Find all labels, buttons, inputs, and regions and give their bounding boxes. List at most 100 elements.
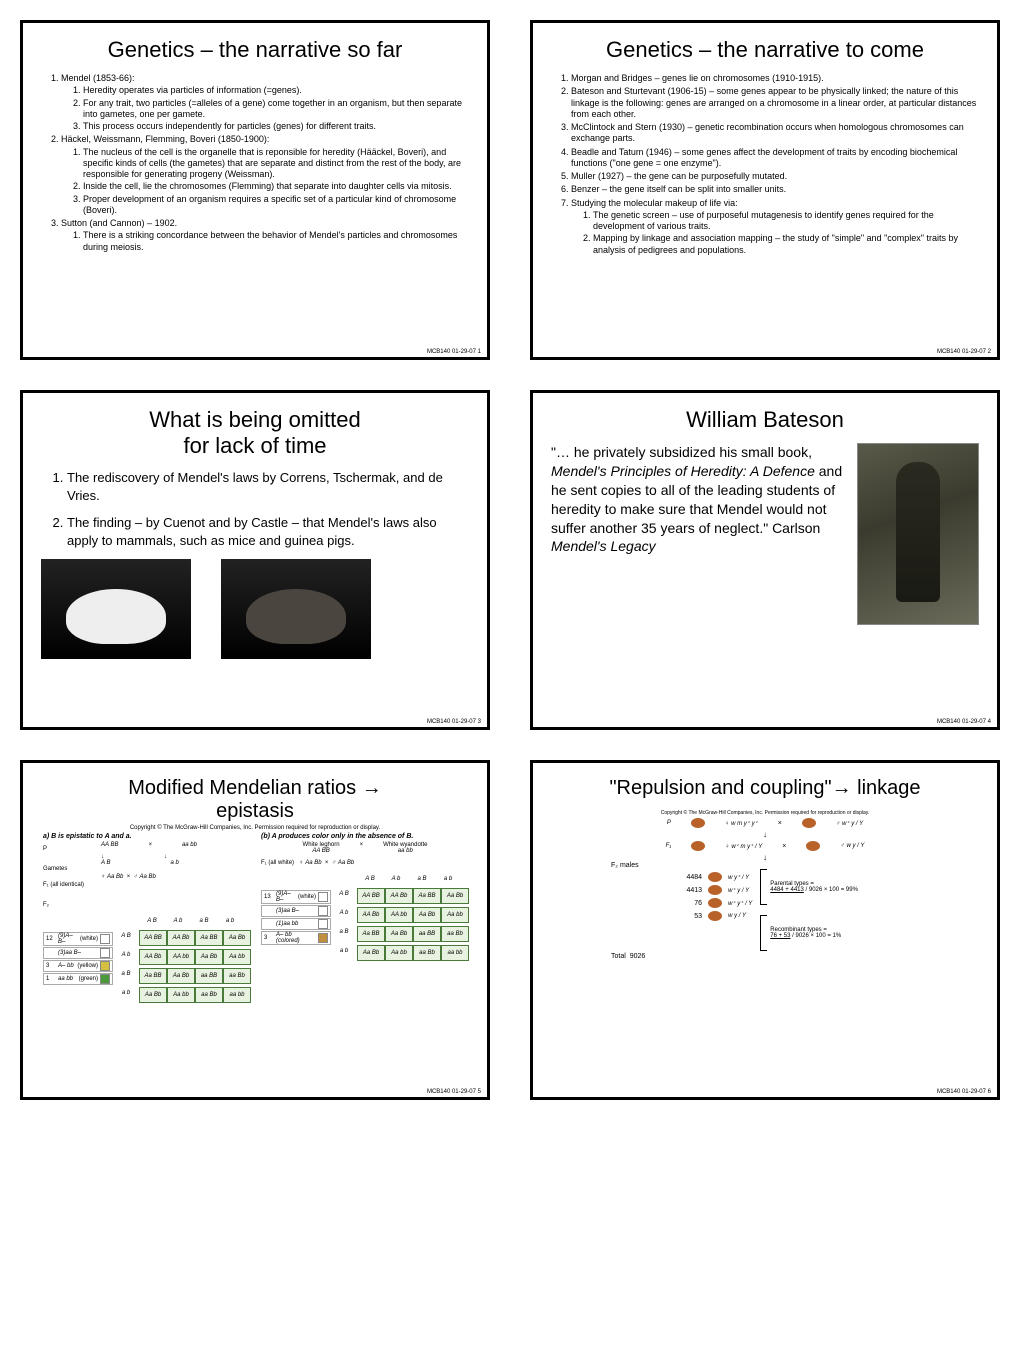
- label-p: P: [43, 846, 93, 852]
- label-f1: F₁: [666, 843, 672, 849]
- label-f1: F₁ (all white): [261, 860, 294, 866]
- punnett-cell: Aa Bb: [223, 930, 251, 946]
- punnett-row-header: A B: [113, 930, 139, 942]
- slide-content: The rediscovery of Mendel's laws by Corr…: [41, 469, 469, 549]
- f2-results: 4484w y⁺ / Y 4413w⁺ y / Y 76w⁺ y⁺ / Y 53w y…: [672, 869, 752, 924]
- punnett-cell: aa bb: [441, 945, 469, 961]
- slide-epistasis: Modified Mendelian ratios → epistasis Co…: [20, 760, 490, 1100]
- punnett-cell: Aa BB: [195, 930, 223, 946]
- legend-a: 12(9)A– B–(white)(3)aa B–3A– bb(yellow)1…: [43, 932, 113, 1003]
- dark-guinea-pig-image: [221, 559, 371, 659]
- list-item: Bateson and Sturtevant (1906-15) – some …: [571, 86, 979, 120]
- genotype: ♂ w y / Y: [840, 843, 864, 849]
- bateson-portrait-image: [857, 443, 979, 625]
- punnett-cell: Aa bb: [385, 945, 413, 961]
- punnett-cell: AA bb: [167, 949, 195, 965]
- list-item: McClintock and Stern (1930) – genetic re…: [571, 122, 979, 145]
- punnett-cell: aa BB: [413, 926, 441, 942]
- punnett-cell: Aa Bb: [139, 987, 167, 1003]
- quote-text: "… he privately subsidized his small boo…: [551, 443, 847, 625]
- fly-icon: [691, 818, 705, 828]
- slide-narrative-so-far: Genetics – the narrative so far Mendel (…: [20, 20, 490, 360]
- punnett-row-header: A b: [331, 907, 357, 919]
- punnett-cell: AA Bb: [139, 949, 167, 965]
- genotype: ♀ w⁺ m y⁺ / Y: [725, 843, 762, 850]
- list-item: Mendel (1853-66):Heredity operates via p…: [61, 73, 469, 132]
- list-sub-item: Heredity operates via particles of infor…: [83, 85, 469, 96]
- genotype: aa bb: [383, 848, 427, 854]
- legend-row: 13(9)A– B–(white): [261, 890, 331, 904]
- list-item: Sutton (and Cannon) – 1902.There is a st…: [61, 218, 469, 253]
- punnett-cell: aa Bb: [413, 945, 441, 961]
- punnett-cell: aa bb: [223, 987, 251, 1003]
- slide-title: Modified Mendelian ratios → epistasis: [41, 777, 469, 823]
- panel-b-caption: (b) A produces color only in the absence…: [261, 833, 469, 840]
- punnett-row-header: a B: [331, 926, 357, 938]
- legend-row: 12(9)A– B–(white): [43, 932, 113, 946]
- punnett-row-header: A b: [113, 949, 139, 961]
- recombinant-calc: 76 + 53 / 9026 × 100 = 1%: [770, 933, 841, 939]
- fly-icon: [691, 841, 705, 851]
- list-item: Beadle and Tatum (1946) – some genes aff…: [571, 147, 979, 170]
- linkage-figure: P ♀ w m y⁺ y⁺ × ♂ w⁺ y / Y ↓ F₁ ♀ w⁺ m y…: [551, 816, 979, 1026]
- genotype: AA BB: [101, 842, 118, 848]
- fly-icon: [802, 818, 816, 828]
- panel-a: a) B is epistatic to A and a. P Gametes …: [41, 831, 253, 1041]
- genotype: ♂ w⁺ y / Y: [836, 820, 863, 827]
- slide-title: "Repulsion and coupling"→ linkage: [551, 777, 979, 800]
- punnett-cell: Aa BB: [413, 888, 441, 904]
- list-item: Häckel, Weissmann, Flemming, Boveri (185…: [61, 134, 469, 216]
- legend-row: (3)aa B–: [43, 947, 113, 959]
- result-row: 4484w y⁺ / Y: [672, 872, 752, 882]
- label-f2: F₂: [43, 902, 93, 908]
- parental-calc: 4484 + 4413 / 9026 × 100 = 99%: [770, 887, 858, 893]
- image-row: [41, 559, 469, 659]
- legend-b: 13(9)A– B–(white)(3)aa B–(1)aa bb3A– bb …: [261, 890, 331, 961]
- punnett-cell: Aa BB: [357, 926, 385, 942]
- punnett-header: A B: [139, 915, 165, 927]
- label-f1: F₁ (all identical): [43, 882, 93, 888]
- list-sub-item: Proper development of an organism requir…: [83, 194, 469, 217]
- slide-footer: MCB140 01-29-07 6: [937, 1089, 991, 1095]
- punnett-cell: aa BB: [195, 968, 223, 984]
- list-sub-item: Inside the cell, lie the chromosomes (Fl…: [83, 181, 469, 192]
- punnett-cell: Aa bb: [441, 907, 469, 923]
- punnett-row-header: a b: [331, 945, 357, 957]
- list-item: Muller (1927) – the gene can be purposef…: [571, 171, 979, 182]
- panel-b: (b) A produces color only in the absence…: [259, 831, 471, 1041]
- punnett-header: A b: [383, 873, 409, 885]
- fly-icon: [806, 841, 820, 851]
- punnett-cell: Aa Bb: [357, 945, 385, 961]
- punnett-row-header: A B: [331, 888, 357, 900]
- legend-row: 3A– bb(yellow): [43, 960, 113, 972]
- list-item: The finding – by Cuenot and by Castle – …: [67, 514, 469, 549]
- list-item: The rediscovery of Mendel's laws by Corr…: [67, 469, 469, 504]
- punnett-cell: Aa bb: [223, 949, 251, 965]
- result-row: 4413w⁺ y / Y: [672, 885, 752, 895]
- slide-title: What is being omitted for lack of time: [41, 407, 469, 459]
- epistasis-figure: a) B is epistatic to A and a. P Gametes …: [41, 831, 469, 1041]
- legend-row: (3)aa B–: [261, 905, 331, 917]
- punnett-cell: AA Bb: [385, 888, 413, 904]
- slide-linkage: "Repulsion and coupling"→ linkage Copyri…: [530, 760, 1000, 1100]
- list-sub-item: There is a striking concordance between …: [83, 230, 469, 253]
- gamete: A B: [101, 860, 110, 866]
- slide-footer: MCB140 01-29-07 5: [427, 1089, 481, 1095]
- slide-footer: MCB140 01-29-07 1: [427, 349, 481, 355]
- legend-row: 1aa bb(green): [43, 973, 113, 985]
- punnett-cell: Aa BB: [139, 968, 167, 984]
- slide-omitted: What is being omitted for lack of time T…: [20, 390, 490, 730]
- list-sub-item: The genetic screen – use of purposeful m…: [593, 210, 979, 233]
- slide-narrative-to-come: Genetics – the narrative to come Morgan …: [530, 20, 1000, 360]
- punnett-cell: Aa Bb: [195, 949, 223, 965]
- punnett-cell: Aa Bb: [385, 926, 413, 942]
- result-row: 53w y / Y: [672, 911, 752, 921]
- punnett-square-a: A BA ba Ba b A BAA BBAA BbAa BBAa BbA bA…: [113, 912, 251, 1003]
- list-sub-item: The nucleus of the cell is the organelle…: [83, 147, 469, 181]
- punnett-row-header: a B: [113, 968, 139, 980]
- slide-bateson: William Bateson "… he privately subsidiz…: [530, 390, 1000, 730]
- genotype: aa bb: [182, 842, 197, 848]
- result-row: 76w⁺ y⁺ / Y: [672, 898, 752, 908]
- punnett-row-header: a b: [113, 987, 139, 999]
- punnett-header: a b: [435, 873, 461, 885]
